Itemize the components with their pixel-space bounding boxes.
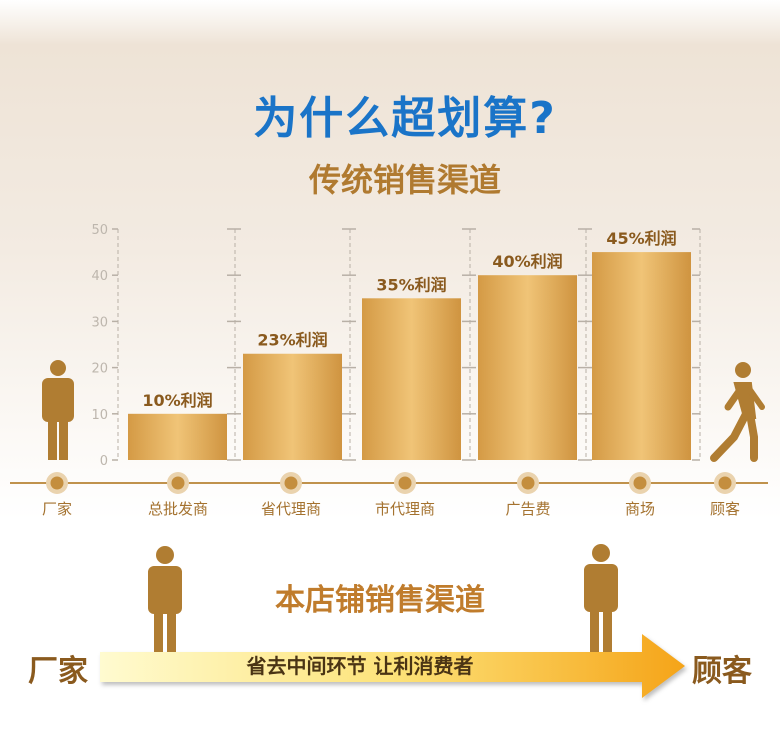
y-tick-label: 50 [91,223,108,238]
customer-label: 顾客 [692,654,752,689]
y-tick-label: 10 [91,408,108,423]
bottom-subtitle: 本店铺销售渠道 [275,583,485,618]
data-label: 10%利润 [142,391,212,410]
timeline-node [718,476,732,490]
data-label: 35%利润 [376,275,446,294]
person-walking-icon [710,362,765,462]
timeline-node [284,476,298,490]
timeline-node [521,476,535,490]
bar [592,252,691,460]
bar [478,275,577,460]
y-tick-label: 30 [91,315,108,330]
person-standing-icon [148,546,182,654]
chart-subtitle: 传统销售渠道 [308,161,501,199]
timeline-node [633,476,647,490]
arrow-text: 省去中间环节 让利消费者 [246,654,474,678]
y-tick-label: 20 [91,362,108,377]
y-tick-label: 0 [100,454,108,469]
bar [128,413,227,460]
timeline-node [398,476,412,490]
person-standing-icon [584,544,618,652]
bar [243,353,342,460]
category-label: 省代理商 [260,500,321,518]
y-tick-label: 40 [91,269,108,284]
category-label: 商场 [624,500,655,518]
channel-arrow [100,634,685,698]
manufacturer-label: 厂家 [28,654,88,689]
category-label: 顾客 [709,500,740,518]
data-label: 45%利润 [606,229,676,248]
category-label: 市代理商 [374,500,435,518]
bar [362,298,461,460]
category-label: 总批发商 [147,500,208,518]
data-label: 23%利润 [257,331,327,350]
category-label: 广告费 [505,500,551,518]
timeline-node [50,476,64,490]
person-standing-icon [42,360,74,460]
page-title: 为什么超划算? [253,93,557,144]
category-label: 厂家 [41,500,72,518]
data-label: 40%利润 [492,252,562,271]
timeline-node [171,476,185,490]
